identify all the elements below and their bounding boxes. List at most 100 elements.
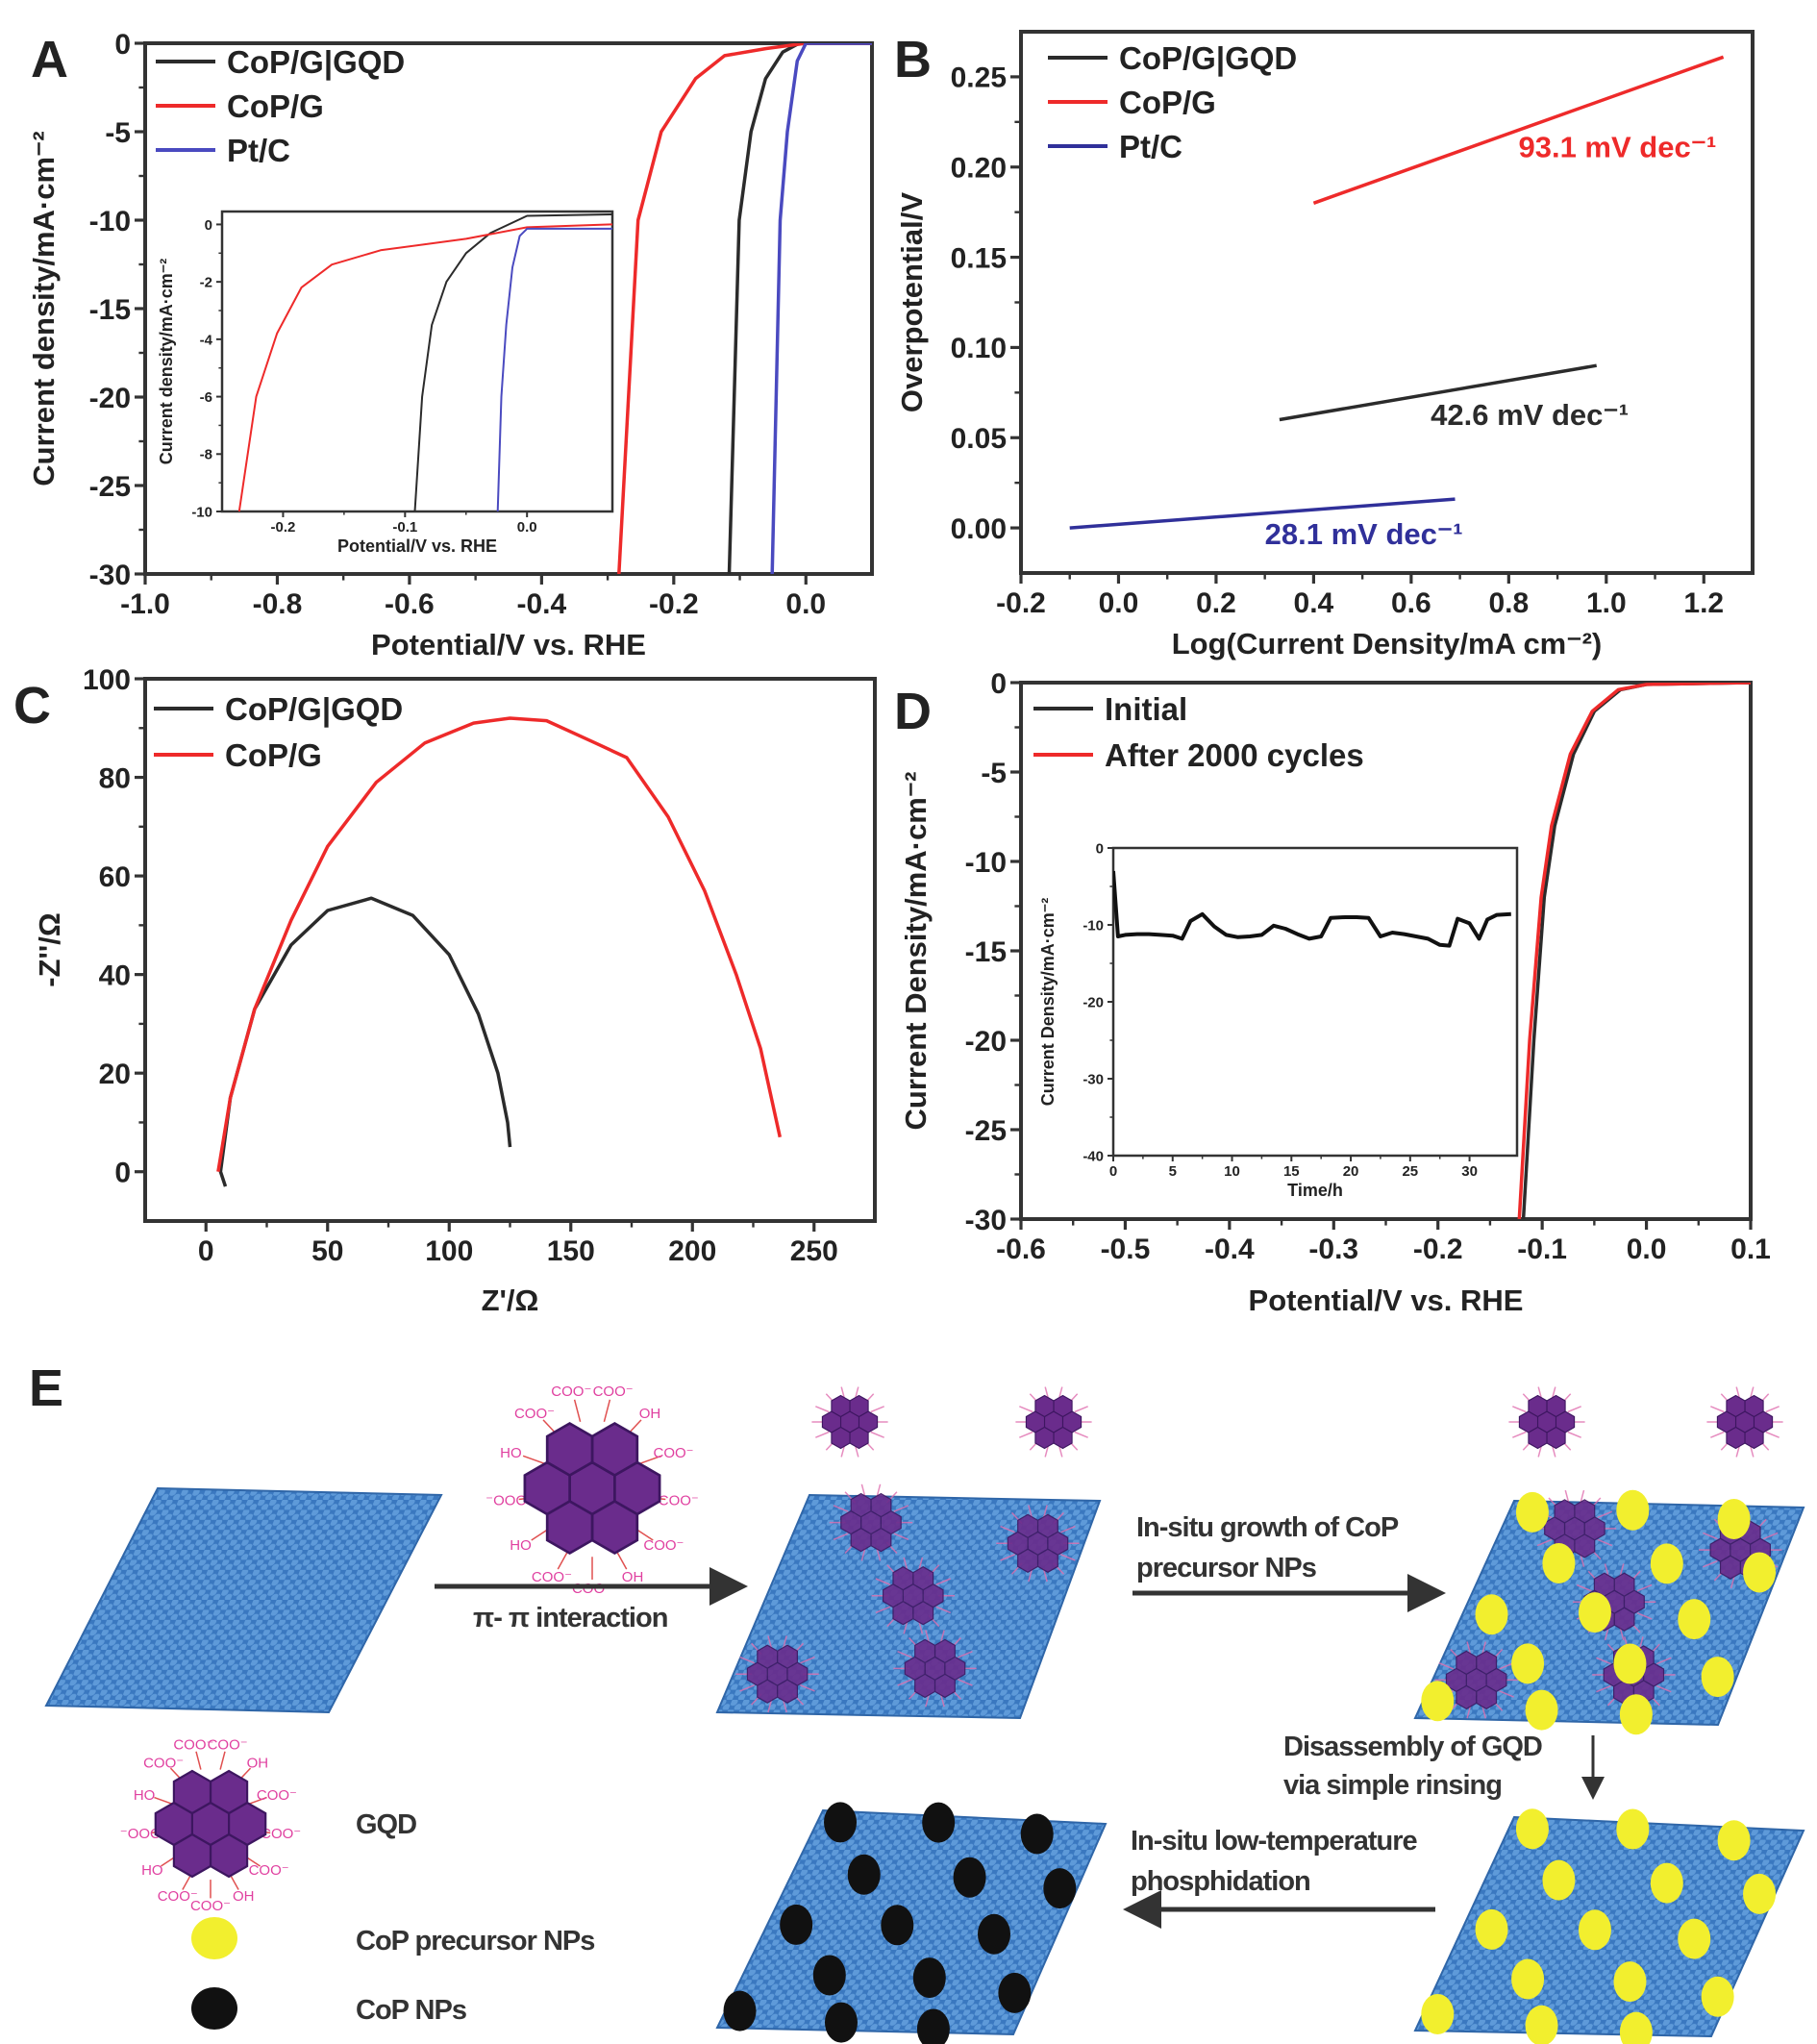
functional-group-mark <box>1000 1554 1016 1561</box>
gqd-ring <box>590 1499 639 1556</box>
functional-group-label: COO⁻ <box>643 1537 684 1554</box>
gqd-ring <box>1574 1499 1596 1524</box>
y-tick-label: 0 <box>114 1158 131 1189</box>
functional-group-mark <box>1703 1559 1718 1568</box>
y-tick-label: 0 <box>114 29 131 61</box>
series-line-1 <box>1517 683 1751 1219</box>
precursor-np <box>1717 1820 1751 1861</box>
gqd-ring <box>933 1638 956 1664</box>
y-tick-label: -30 <box>1083 1071 1104 1087</box>
chart-a-inset: -0.2 -0.1 0.0 0 -2 -4 -6 -8 -10 Potential/V vs. R… <box>157 210 614 556</box>
functional-group-mark <box>1567 1406 1581 1413</box>
x-tick-label: -0.1 <box>392 519 417 536</box>
functional-group-label: HO <box>141 1862 163 1879</box>
legend-precursor-np-icon <box>191 1917 237 1959</box>
gqd-icon <box>904 1638 966 1699</box>
series-layer <box>1069 55 1725 530</box>
gqd-ring <box>1546 1394 1566 1418</box>
x-axis-label: Potential/V vs. RHE <box>371 628 646 661</box>
step2-label-line1: In-situ growth of CoP <box>1136 1512 1399 1543</box>
gqd-ring <box>933 1673 956 1699</box>
y-tick-label: 0 <box>1096 840 1104 857</box>
cop-np <box>978 1913 1010 1955</box>
series-layer <box>216 716 783 1187</box>
functional-group-label: COO⁻ <box>257 1787 297 1804</box>
gqd-ring <box>757 1644 779 1669</box>
functional-group-mark <box>893 1533 909 1541</box>
legend-label: CoP/G <box>225 737 322 773</box>
functional-group-mark <box>1019 1431 1033 1438</box>
y-tick-label: -20 <box>965 1026 1007 1058</box>
legend-label: CoP/G|GQD <box>1119 40 1297 76</box>
x-tick-label: 30 <box>1461 1163 1478 1180</box>
functional-group-mark <box>957 1679 973 1686</box>
x-tick-label: -0.4 <box>517 588 567 620</box>
precursor-np <box>1619 1694 1653 1735</box>
precursor-np <box>1743 1552 1777 1593</box>
x-tick-label: 25 <box>1402 1163 1418 1180</box>
series-layer <box>617 43 872 574</box>
x-tick-label: -0.2 <box>1413 1234 1463 1265</box>
precursor-np <box>1475 1594 1508 1635</box>
functional-group-mark <box>870 1431 884 1438</box>
functional-group-mark <box>1074 1406 1088 1413</box>
schematic-panel-e: COO⁻COO⁻ COO⁻OHCOO⁻COO⁻COO⁻OHCOO⁻COO⁻HO⁻O… <box>44 1383 1805 2044</box>
y-axis-label: Current density/mA·cm⁻² <box>27 131 61 486</box>
y-tick-label: -25 <box>89 471 131 503</box>
functional-group-mark <box>1636 1611 1653 1620</box>
functional-group-label: OH <box>639 1406 661 1422</box>
panel-label-e: E <box>29 1359 63 1417</box>
functional-group-mark <box>875 1606 891 1614</box>
x-tick-label: 150 <box>547 1235 595 1267</box>
precursor-np <box>1515 1808 1549 1850</box>
functional-group-label: COO⁻ <box>551 1383 591 1400</box>
functional-group-mark <box>815 1406 830 1413</box>
functional-group-label: COO⁻ <box>593 1383 634 1400</box>
x-tick-label: 0.4 <box>1294 587 1334 619</box>
gqd-ring <box>1744 1426 1764 1450</box>
gqd-ring <box>892 1601 914 1626</box>
y-tick-label: 0.25 <box>951 62 1007 94</box>
precursor-np <box>1650 1862 1683 1904</box>
gqd-ring <box>850 1527 872 1553</box>
cop-np <box>812 1955 846 1996</box>
functional-group-mark <box>1765 1431 1780 1438</box>
y-tick-label: -20 <box>1083 994 1104 1010</box>
bond-line <box>248 1796 267 1806</box>
step3-label-line1: Disassembly of GQD <box>1283 1732 1542 1762</box>
functional-group-mark <box>1074 1431 1088 1438</box>
precursor-np <box>1511 1643 1545 1684</box>
series-line-1 <box>216 716 783 1172</box>
y-tick-label: 0 <box>205 217 212 234</box>
functional-group-mark <box>1655 1684 1672 1693</box>
functional-group-mark <box>1576 1583 1592 1592</box>
bond-line <box>573 1399 582 1422</box>
functional-group-label: ⁻OOC <box>120 1826 161 1842</box>
functional-group-mark <box>1710 1406 1725 1413</box>
x-tick-label: -0.2 <box>996 587 1046 619</box>
functional-group-mark <box>1762 1532 1779 1540</box>
panel-label-b: B <box>894 31 932 88</box>
gqd-ring <box>209 1769 249 1815</box>
functional-group-mark <box>739 1656 756 1664</box>
x-tick-label: 1.2 <box>1683 587 1724 619</box>
y-tick-label: -10 <box>191 504 212 520</box>
series-line-2 <box>770 43 872 574</box>
legend-cop-np-icon <box>191 1987 237 2030</box>
y-tick-label: -4 <box>200 332 213 348</box>
functional-group-mark <box>1596 1657 1611 1665</box>
functional-group-label: COO⁻ <box>514 1406 555 1422</box>
gqd-ring <box>1456 1684 1478 1710</box>
gqd-ring <box>1476 1684 1498 1710</box>
x-tick-label: 0.6 <box>1391 587 1431 619</box>
graphene-sheet-bare <box>44 1486 443 1714</box>
step1-label: π- π interaction <box>473 1603 667 1633</box>
gqd-ring <box>1613 1607 1635 1632</box>
cop-np <box>824 2002 858 2043</box>
cop-np <box>847 1854 881 1895</box>
gqd-icon <box>746 1644 809 1704</box>
cop-np <box>916 2008 950 2044</box>
gqd-ring <box>870 1527 892 1553</box>
gqd-ring <box>209 1832 249 1879</box>
legend-label: After 2000 cycles <box>1105 737 1364 773</box>
